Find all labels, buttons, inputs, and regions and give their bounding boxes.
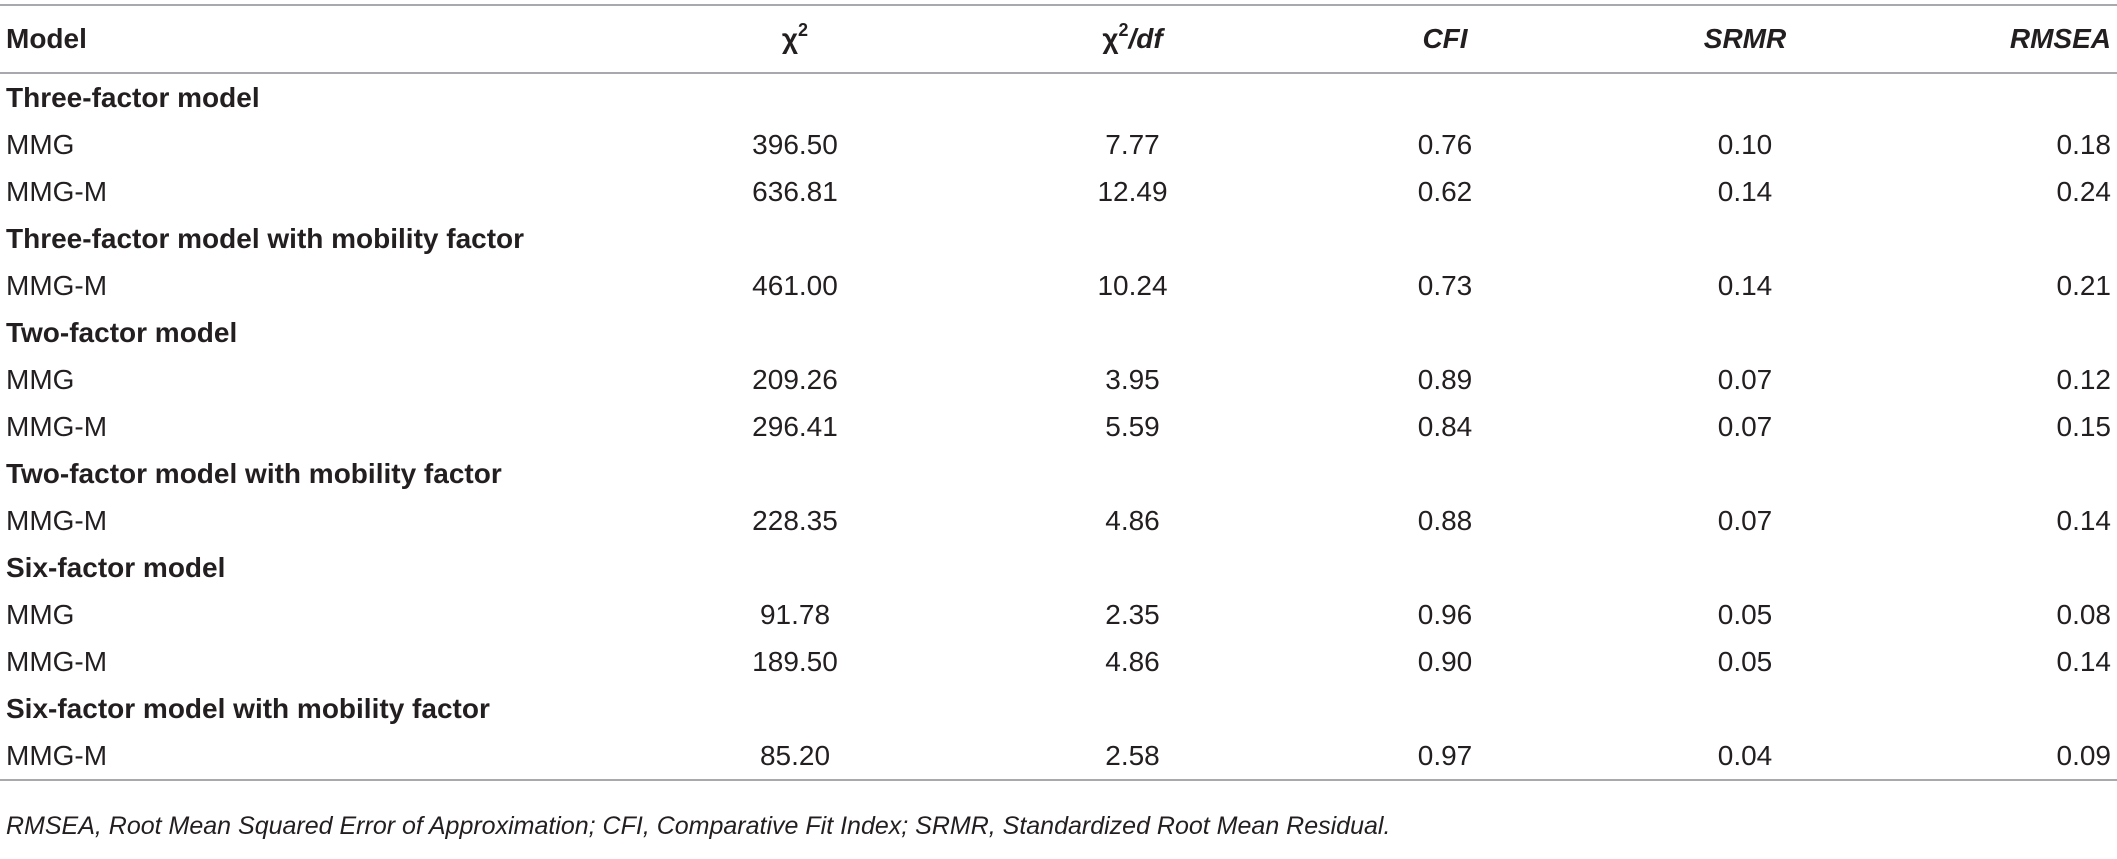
column-header-cfi: CFI	[1422, 23, 1468, 54]
cfi-cell: 0.73	[1417, 269, 1473, 301]
rmsea-cell: 0.15	[2056, 410, 2112, 442]
srmr-cell: 0.07	[1717, 410, 1773, 442]
chi2-symbol: χ	[781, 23, 799, 54]
fit-indices-table: Model χ2 χ2/df CFI SRMR RMSEA Three-fact…	[0, 4, 2117, 781]
chi2df-cell: 2.58	[1105, 739, 1160, 771]
table-row: MMG-M 228.35 4.86 0.88 0.07 0.14	[0, 497, 2117, 544]
model-cell: MMG	[6, 363, 75, 395]
rmsea-cell: 0.18	[2056, 128, 2112, 160]
section-header-row: Three-factor model	[0, 73, 2117, 121]
section-label: Three-factor model with mobility factor	[6, 222, 525, 254]
chi2-cell: 189.50	[752, 645, 838, 677]
model-cell: MMG-M	[6, 739, 108, 771]
chi2df-cell: 3.95	[1105, 363, 1160, 395]
column-header-chi2: χ2	[620, 5, 970, 73]
cfi-cell: 0.90	[1417, 645, 1473, 677]
table-header-row: Model χ2 χ2/df CFI SRMR RMSEA	[0, 5, 2117, 73]
cfi-cell: 0.88	[1417, 504, 1473, 536]
model-cell: MMG-M	[6, 269, 108, 301]
model-cell: MMG-M	[6, 504, 108, 536]
table-row: MMG 396.50 7.77 0.76 0.10 0.18	[0, 121, 2117, 168]
section-label: Two-factor model with mobility factor	[6, 457, 502, 489]
chi2df-cell: 4.86	[1105, 504, 1160, 536]
cfi-cell: 0.62	[1417, 175, 1473, 207]
chi2df-cell: 12.49	[1097, 175, 1168, 207]
srmr-cell: 0.07	[1717, 504, 1773, 536]
model-cell: MMG	[6, 128, 75, 160]
cfi-cell: 0.89	[1417, 363, 1473, 395]
chi2df-suffix: /df	[1128, 23, 1163, 54]
rmsea-cell: 0.08	[2056, 598, 2112, 630]
chi2-cell: 396.50	[752, 128, 838, 160]
srmr-cell: 0.07	[1717, 363, 1773, 395]
column-header-chi2-df: χ2/df	[970, 5, 1295, 73]
chi2df-cell: 5.59	[1105, 410, 1160, 442]
model-cell: MMG-M	[6, 645, 108, 677]
table-row: MMG 209.26 3.95 0.89 0.07 0.12	[0, 356, 2117, 403]
model-cell: MMG-M	[6, 410, 108, 442]
chi2-superscript: 2	[798, 19, 809, 40]
table-row: MMG 91.78 2.35 0.96 0.05 0.08	[0, 591, 2117, 638]
rmsea-cell: 0.09	[2056, 739, 2112, 771]
column-header-srmr: SRMR	[1703, 23, 1787, 54]
chi2df-symbol: χ	[1102, 23, 1119, 54]
rmsea-cell: 0.14	[2056, 504, 2112, 536]
section-label: Two-factor model	[6, 316, 238, 348]
chi2-cell: 461.00	[752, 269, 838, 301]
rmsea-cell: 0.21	[2056, 269, 2112, 301]
cfi-cell: 0.96	[1417, 598, 1473, 630]
chi2df-cell: 7.77	[1105, 128, 1160, 160]
table-row: MMG-M 461.00 10.24 0.73 0.14 0.21	[0, 262, 2117, 309]
srmr-cell: 0.05	[1717, 645, 1773, 677]
chi2-cell: 85.20	[759, 739, 831, 771]
srmr-cell: 0.04	[1717, 739, 1773, 771]
table-body: Three-factor model MMG 396.50 7.77 0.76 0.10 0…	[0, 73, 2117, 780]
model-cell: MMG-M	[6, 175, 108, 207]
section-label: Three-factor model	[6, 81, 260, 113]
cfi-cell: 0.76	[1417, 128, 1473, 160]
rmsea-cell: 0.12	[2056, 363, 2112, 395]
section-header-row: Two-factor model	[0, 309, 2117, 356]
chi2-cell: 91.78	[759, 598, 831, 630]
section-label: Six-factor model	[6, 551, 226, 583]
chi2-cell: 228.35	[752, 504, 838, 536]
column-header-model: Model	[6, 23, 87, 54]
section-header-row: Six-factor model with mobility factor	[0, 685, 2117, 732]
srmr-cell: 0.05	[1717, 598, 1773, 630]
table-row: MMG-M 636.81 12.49 0.62 0.14 0.24	[0, 168, 2117, 215]
section-header-row: Three-factor model with mobility factor	[0, 215, 2117, 262]
table-row: MMG-M 189.50 4.86 0.90 0.05 0.14	[0, 638, 2117, 685]
chi2-cell: 636.81	[752, 175, 838, 207]
table-row: MMG-M 296.41 5.59 0.84 0.07 0.15	[0, 403, 2117, 450]
cfi-cell: 0.84	[1417, 410, 1473, 442]
chi2df-cell: 10.24	[1097, 269, 1168, 301]
table-footnote: RMSEA, Root Mean Squared Error of Approx…	[6, 812, 1391, 840]
chi2df-cell: 2.35	[1105, 598, 1160, 630]
section-header-row: Six-factor model	[0, 544, 2117, 591]
column-header-rmsea: RMSEA	[2009, 23, 2111, 54]
srmr-cell: 0.14	[1717, 175, 1773, 207]
table-row: MMG-M 85.20 2.58 0.97 0.04 0.09	[0, 732, 2117, 780]
srmr-cell: 0.14	[1717, 269, 1773, 301]
model-cell: MMG	[6, 598, 75, 630]
section-header-row: Two-factor model with mobility factor	[0, 450, 2117, 497]
srmr-cell: 0.10	[1717, 128, 1773, 160]
chi2-cell: 209.26	[752, 363, 838, 395]
rmsea-cell: 0.24	[2056, 175, 2112, 207]
chi2-cell: 296.41	[752, 410, 838, 442]
section-label: Six-factor model with mobility factor	[6, 692, 490, 724]
chi2df-cell: 4.86	[1105, 645, 1160, 677]
cfi-cell: 0.97	[1417, 739, 1473, 771]
chi2df-superscript: 2	[1118, 19, 1129, 40]
rmsea-cell: 0.14	[2056, 645, 2112, 677]
